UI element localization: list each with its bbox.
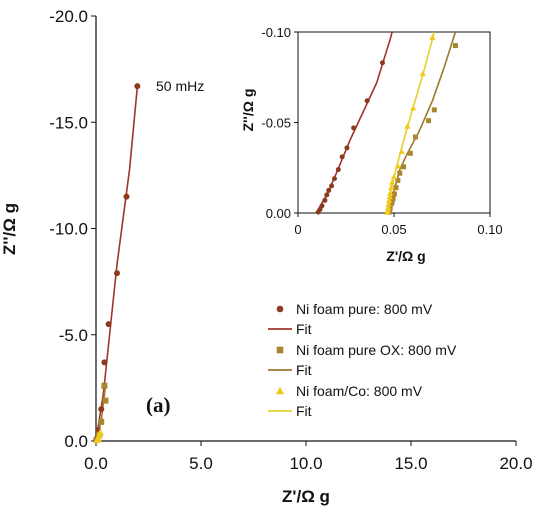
- inset-data-point-1: [426, 118, 432, 124]
- inset-data-point-1: [395, 177, 401, 183]
- inset-data-point-1: [389, 199, 395, 205]
- legend-label-0: Ni foam pure: 800 mV: [296, 301, 433, 317]
- inset-data-point-1: [387, 207, 393, 213]
- inset-data-point-2: [429, 34, 436, 40]
- main-data-point-1: [102, 397, 109, 404]
- main-x-tick-label: 0.0: [84, 454, 108, 473]
- legend-marker-1: [276, 346, 284, 354]
- main-data-points: [93, 83, 141, 444]
- inset-data-point-2: [404, 122, 411, 129]
- main-data-point-2: [96, 428, 104, 436]
- main-y-tick-label: -10.0: [49, 220, 88, 239]
- inset-data-point-0: [339, 154, 345, 160]
- main-x-axis-title: Z'/Ω g: [282, 487, 330, 506]
- inset-data-point-1: [397, 170, 403, 176]
- main-data-point-0: [101, 359, 108, 366]
- inset-data-point-0: [322, 197, 328, 203]
- legend-fit-label-1: Fit: [296, 362, 312, 378]
- inset-data-point-2: [385, 200, 392, 207]
- main-data-point-0: [123, 193, 130, 200]
- legend-label-1: Ni foam pure OX: 800 mV: [296, 342, 457, 358]
- main-axis-ticks: 0.0 5.0 10.0 15.0 20.0 0.0 -5.0 -10.0 -15.0 -20.0: [49, 7, 532, 473]
- inset-data-point-2: [419, 70, 426, 77]
- main-data-point-1: [98, 418, 105, 425]
- main-data-point-0: [98, 406, 105, 413]
- inset-data-points: [315, 34, 458, 215]
- main-x-tick-label: 5.0: [189, 454, 213, 473]
- panel-label: (a): [146, 393, 171, 417]
- main-data-point-1: [101, 382, 108, 389]
- main-y-tick-label: -5.0: [59, 326, 88, 345]
- inset-data-point-2: [386, 193, 393, 200]
- inset-data-point-0: [335, 167, 341, 173]
- inset-x-tick-label: 0.10: [477, 222, 502, 237]
- inset-data-point-2: [387, 189, 394, 196]
- inset-data-point-0: [319, 203, 325, 209]
- inset-data-point-2: [388, 179, 396, 185]
- inset-data-point-0: [329, 183, 335, 189]
- main-data-point-0: [105, 321, 112, 328]
- legend-fit-label-2: Fit: [296, 403, 312, 419]
- legend-fit-label-0: Fit: [296, 321, 312, 337]
- main-y-tick-label: -20.0: [49, 7, 88, 26]
- inset-data-point-1: [431, 107, 437, 113]
- inset-axis-ticks: 0 0.05 0.10 0.00 -0.05 -0.10: [261, 25, 502, 237]
- inset-data-point-0: [324, 192, 330, 198]
- legend-marker-2: [275, 386, 285, 395]
- inset-data-point-2: [390, 173, 398, 180]
- main-y-axis-title: Z''/Ω g: [0, 203, 19, 255]
- inset-y-axis-title: Z''/Ω g: [240, 89, 256, 132]
- inset-data-point-0: [351, 125, 357, 131]
- inset-data-point-0: [331, 176, 337, 182]
- frequency-annotation: 50 mHz: [156, 78, 204, 94]
- inset-data-point-1: [413, 134, 419, 140]
- inset-data-point-1: [407, 150, 413, 156]
- inset-data-point-1: [401, 164, 407, 170]
- inset-data-point-0: [379, 60, 385, 66]
- main-y-tick-label: 0.0: [64, 432, 88, 451]
- inset-x-axis-title: Z'/Ω g: [386, 248, 425, 264]
- inset-x-tick-label: 0: [294, 222, 301, 237]
- main-data-point-0: [114, 270, 120, 277]
- inset-data-point-1: [452, 43, 458, 49]
- inset-y-tick-label: -0.05: [261, 116, 291, 131]
- inset-data-point-2: [385, 204, 392, 211]
- inset-data-point-0: [326, 187, 332, 193]
- inset-data-point-2: [386, 197, 393, 203]
- inset-y-tick-label: 0.00: [266, 206, 291, 221]
- inset-data-point-1: [393, 185, 399, 191]
- main-x-tick-label: 15.0: [394, 454, 427, 473]
- main-x-tick-label: 20.0: [499, 454, 532, 473]
- inset-data-point-1: [391, 191, 397, 197]
- inset-data-point-0: [344, 145, 350, 151]
- legend-marker-0: [276, 305, 284, 313]
- main-y-tick-label: -15.0: [49, 113, 88, 132]
- legend-label-2: Ni foam/Co: 800 mV: [296, 383, 423, 399]
- inset-data-point-1: [390, 196, 396, 202]
- inset-x-tick-label: 0.05: [381, 222, 406, 237]
- inset-y-tick-label: -0.10: [261, 25, 291, 40]
- inset-data-point-2: [394, 162, 401, 169]
- inset-data-point-2: [387, 184, 395, 191]
- legend: Ni foam pure: 800 mV Fit Ni foam pure OX: …: [268, 301, 457, 419]
- inset-data-point-2: [398, 148, 405, 154]
- main-x-tick-label: 10.0: [289, 454, 322, 473]
- inset-data-point-2: [410, 104, 417, 111]
- main-data-point-0: [134, 83, 141, 90]
- inset-data-point-1: [387, 205, 393, 211]
- inset-data-point-0: [364, 98, 370, 104]
